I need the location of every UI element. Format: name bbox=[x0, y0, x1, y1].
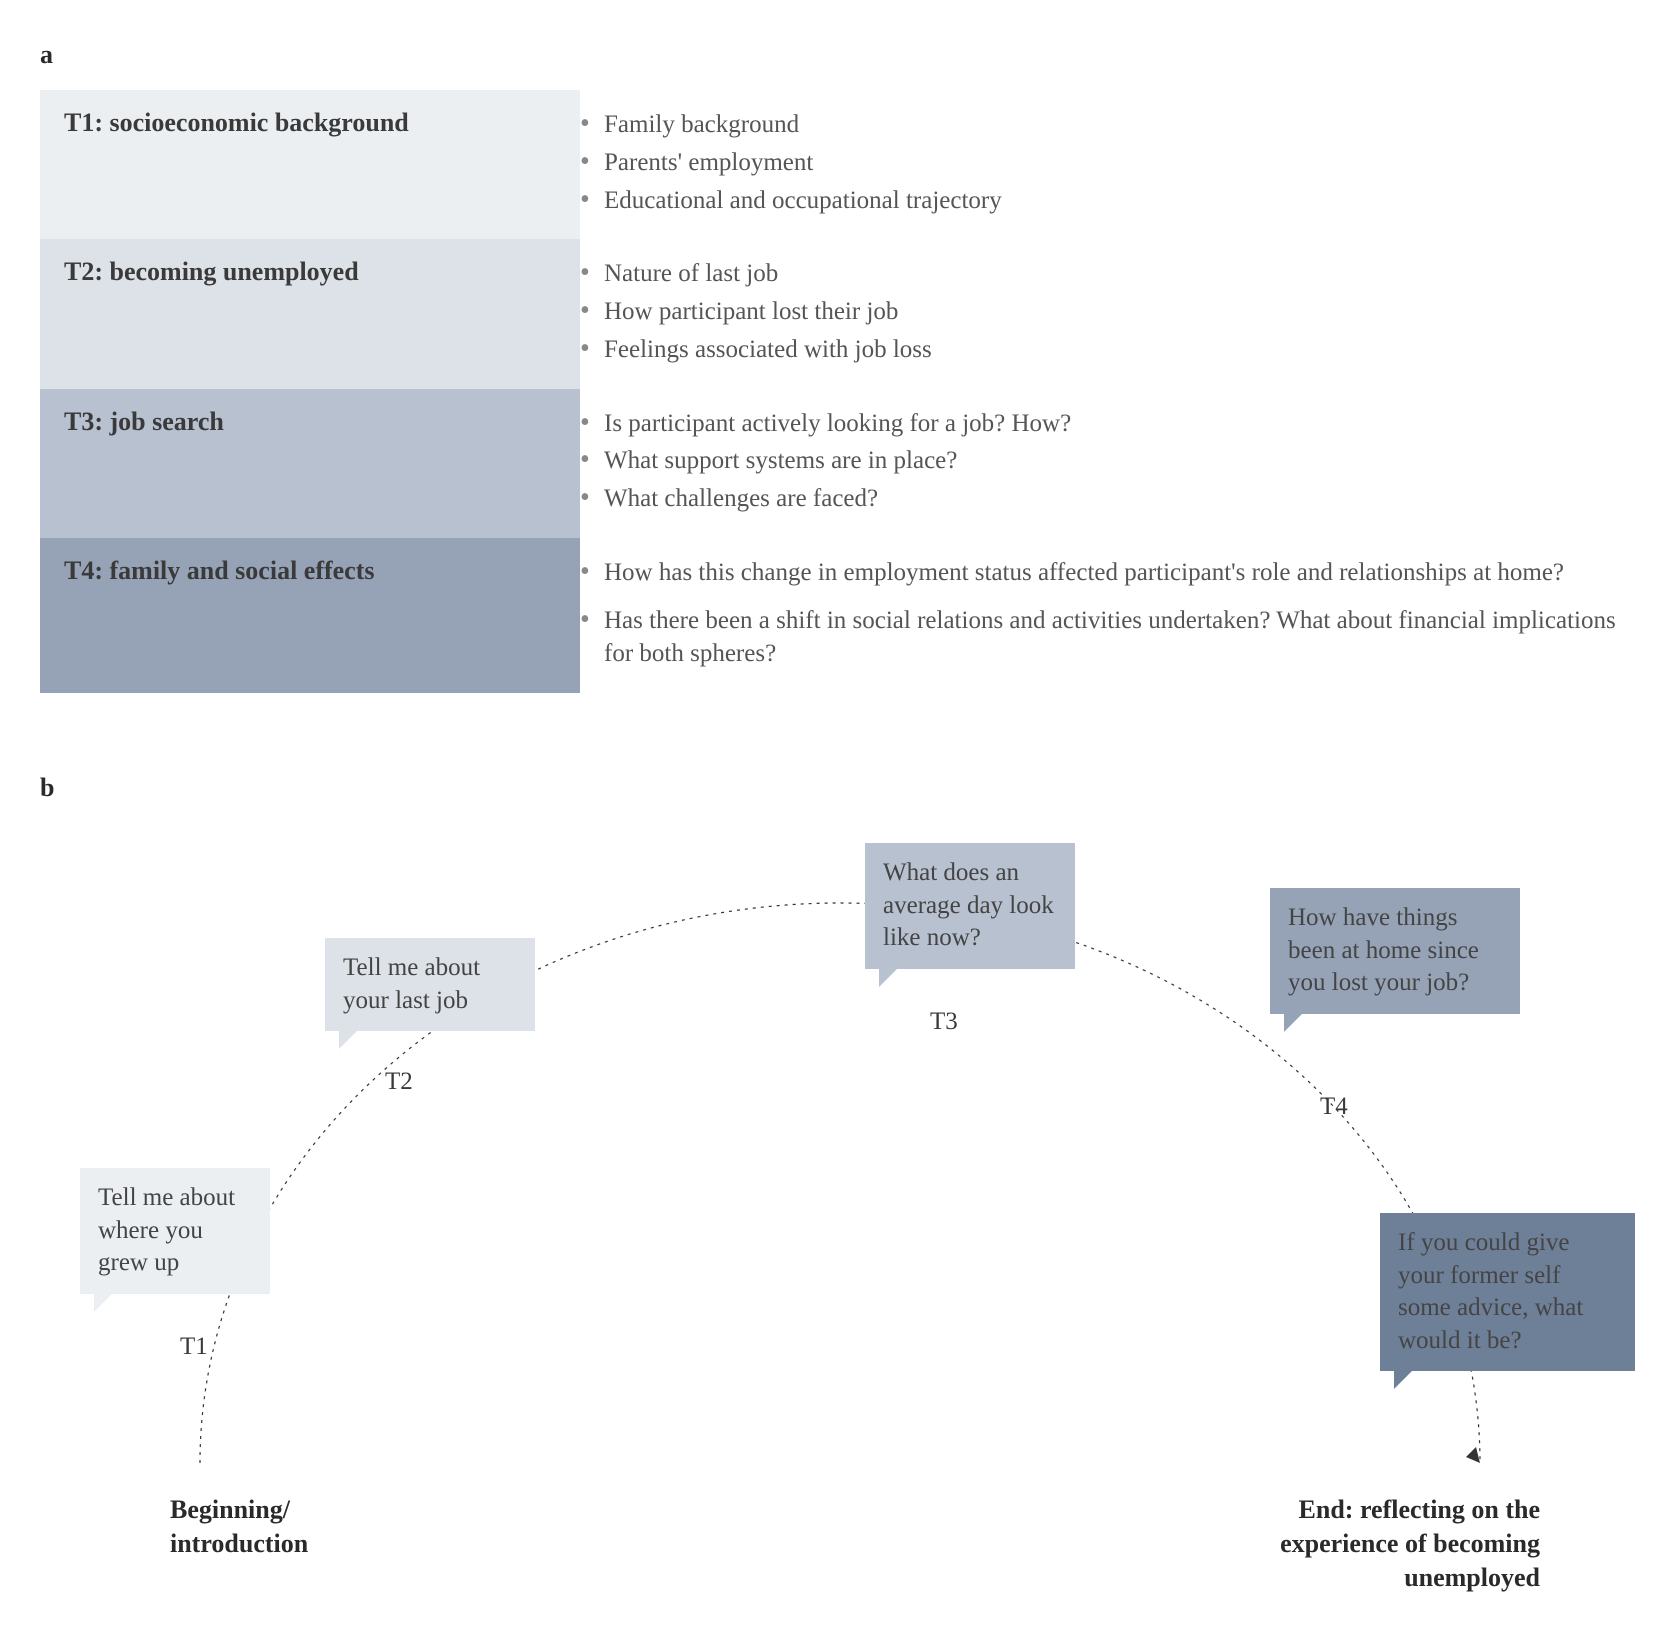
bubble-tail bbox=[1394, 1369, 1414, 1389]
bubble-text: Tell me about where you grew up bbox=[98, 1184, 235, 1276]
bullet-item: How participant lost their job bbox=[580, 295, 1631, 329]
topic-row-t4: T4: family and social effectsHow has thi… bbox=[40, 538, 1631, 693]
bullet-item: Educational and occupational trajectory bbox=[580, 184, 1631, 218]
topic-bullets-t2: Nature of last job How participant lost t… bbox=[580, 239, 1631, 388]
speech-bubble-t4: How have things been at home since you l… bbox=[1270, 888, 1520, 1014]
topic-bullets-t3: Is participant actively looking for a jo… bbox=[580, 389, 1631, 538]
topic-row-t3: T3: job searchIs participant actively lo… bbox=[40, 389, 1631, 538]
panel-b: b Tell me about where you grew upT1Tell … bbox=[40, 773, 1631, 1603]
caption-end: End: reflecting on the experience of beco… bbox=[1280, 1493, 1540, 1594]
bubble-text: How have things been at home since you l… bbox=[1288, 904, 1479, 996]
caption-line: End: reflecting on the bbox=[1299, 1495, 1540, 1524]
speech-bubble-t3: What does an average day look like now? bbox=[865, 843, 1075, 969]
caption-line: Beginning/ bbox=[170, 1495, 290, 1524]
t-label-t1: T1 bbox=[180, 1333, 208, 1361]
bullet-item: Has there been a shift in social relatio… bbox=[580, 604, 1631, 672]
speech-bubble-t2: Tell me about your last job bbox=[325, 938, 535, 1031]
topic-table: T1: socioeconomic backgroundFamily backg… bbox=[40, 90, 1631, 693]
bubble-tail bbox=[1284, 1012, 1304, 1032]
bullet-item: What support systems are in place? bbox=[580, 444, 1631, 478]
arc-diagram: Tell me about where you grew up T1 Tell me… bbox=[40, 823, 1580, 1603]
t-label-t4: T4 bbox=[1320, 1093, 1348, 1121]
topic-row-t1: T1: socioeconomic backgroundFamily backg… bbox=[40, 90, 1631, 239]
topic-label-t2: T2: becoming unemployed bbox=[40, 239, 580, 388]
t-label-t3: T3 bbox=[930, 1008, 958, 1036]
bubble-tail bbox=[879, 967, 899, 987]
speech-bubble-t1: Tell me about where you grew up bbox=[80, 1168, 270, 1294]
bubble-tail bbox=[339, 1029, 359, 1049]
panel-a-label: a bbox=[40, 40, 1631, 70]
bullet-item: Nature of last job bbox=[580, 257, 1631, 291]
bubble-text: Tell me about your last job bbox=[343, 954, 480, 1014]
bullet-item: What challenges are faced? bbox=[580, 482, 1631, 516]
topic-bullets-t4: How has this change in employment status… bbox=[580, 538, 1631, 693]
bullet-item: Parents' employment bbox=[580, 146, 1631, 180]
bubble-text: If you could give your former self some … bbox=[1398, 1229, 1583, 1354]
topic-label-t4: T4: family and social effects bbox=[40, 538, 580, 693]
panel-a: a T1: socioeconomic backgroundFamily bac… bbox=[40, 40, 1631, 693]
caption-line: unemployed bbox=[1404, 1563, 1540, 1592]
bullet-item: Feelings associated with job loss bbox=[580, 333, 1631, 367]
bubble-tail bbox=[94, 1292, 114, 1312]
caption-begin: Beginning/introduction bbox=[170, 1493, 308, 1561]
caption-line: introduction bbox=[170, 1529, 308, 1558]
bullet-item: How has this change in employment status… bbox=[580, 556, 1631, 590]
bubble-text: What does an average day look like now? bbox=[883, 859, 1054, 951]
t-label-t2: T2 bbox=[385, 1068, 413, 1096]
topic-bullets-t1: Family background Parents' employment Educ… bbox=[580, 90, 1631, 239]
bullet-item: Is participant actively looking for a jo… bbox=[580, 407, 1631, 441]
speech-bubble-end: If you could give your former self some … bbox=[1380, 1213, 1635, 1371]
topic-label-t3: T3: job search bbox=[40, 389, 580, 538]
topic-label-t1: T1: socioeconomic background bbox=[40, 90, 580, 239]
caption-line: experience of becoming bbox=[1280, 1529, 1540, 1558]
bullet-item: Family background bbox=[580, 108, 1631, 142]
topic-row-t2: T2: becoming unemployedNature of last jo… bbox=[40, 239, 1631, 388]
panel-b-label: b bbox=[40, 773, 1631, 803]
